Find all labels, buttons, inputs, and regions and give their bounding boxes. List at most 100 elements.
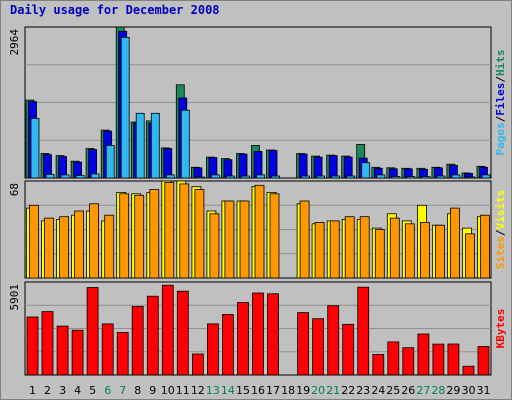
bar-kbytes-day-27 <box>417 333 430 376</box>
x-tick-label: 31 <box>477 384 491 397</box>
x-tick-label: 9 <box>149 384 156 397</box>
bar-kbytes-day-19 <box>297 312 310 376</box>
bar-kbytes-day-22 <box>342 323 355 376</box>
bar-sites-day-16 <box>254 184 265 279</box>
chart-title: Daily usage for December 2008 <box>10 3 220 17</box>
bar-sites-day-25 <box>389 217 400 279</box>
bar-pages-day-22 <box>346 175 356 179</box>
bar-sites-day-1 <box>29 204 39 279</box>
bar-kbytes-day-7 <box>116 331 129 376</box>
x-tick-label: 3 <box>59 384 66 397</box>
side-label-sites: Sites <box>494 236 507 269</box>
bar-kbytes-day-30 <box>462 365 475 376</box>
x-tick-label: 27 <box>416 384 430 397</box>
bar-pages-day-28 <box>436 175 446 179</box>
bar-kbytes-day-15 <box>237 302 249 376</box>
bar-sites-day-13 <box>209 213 220 279</box>
bar-kbytes-day-28 <box>432 343 445 376</box>
bar-kbytes-day-23 <box>357 286 370 376</box>
bar-pages-day-30 <box>466 176 476 179</box>
x-tick-label: 15 <box>236 384 250 397</box>
bar-sites-day-23 <box>359 216 370 279</box>
bar-kbytes-day-9 <box>146 295 159 376</box>
bar-pages-day-19 <box>301 175 311 179</box>
bar-files-day-12 <box>193 167 203 179</box>
bar-sites-day-4 <box>74 210 84 279</box>
bar-sites-day-24 <box>374 229 385 279</box>
bar-kbytes-day-10 <box>161 284 174 376</box>
x-tick-label: 17 <box>266 384 280 397</box>
bar-pages-day-27 <box>421 176 431 179</box>
bar-pages-day-6 <box>105 144 115 179</box>
bar-kbytes-day-25 <box>387 341 400 376</box>
bar-pages-day-13 <box>210 174 220 179</box>
bar-pages-day-21 <box>331 175 341 179</box>
bar-pages-day-25 <box>391 176 401 179</box>
bar-kbytes-day-21 <box>327 305 340 376</box>
bar-kbytes-day-16 <box>252 292 264 376</box>
bar-files-day-21 <box>328 155 338 179</box>
x-tick-label: 23 <box>356 384 370 397</box>
x-tick-label: 29 <box>446 384 460 397</box>
bar-sites-day-22 <box>344 216 355 279</box>
bar-sites-day-11 <box>179 183 190 279</box>
bar-sites-day-9 <box>149 189 160 279</box>
side-separator: / <box>494 229 507 236</box>
bar-kbytes-day-2 <box>41 311 54 376</box>
bar-sites-day-6 <box>104 214 115 279</box>
panel-max-label: 2964 <box>8 29 21 56</box>
bar-sites-day-3 <box>59 216 69 279</box>
x-tick-label: 2 <box>44 384 51 397</box>
bar-sites-day-28 <box>434 224 445 279</box>
bar-kbytes-day-1 <box>26 316 39 376</box>
bar-sites-day-19 <box>299 200 310 279</box>
bar-files-day-22 <box>343 156 353 179</box>
side-label-pages: Pages <box>494 122 507 155</box>
bar-pages-day-29 <box>451 174 461 179</box>
x-tick-label: 4 <box>74 384 81 397</box>
x-tick-label: 1 <box>29 384 36 397</box>
bar-pages-day-20 <box>316 175 326 179</box>
bar-pages-day-24 <box>376 174 386 179</box>
x-tick-label: 19 <box>296 384 310 397</box>
bar-sites-day-15 <box>239 200 250 279</box>
bar-files-day-19 <box>298 153 308 179</box>
bar-sites-day-26 <box>404 223 415 279</box>
x-tick-label: 28 <box>431 384 445 397</box>
bar-pages-day-17 <box>271 175 280 179</box>
bar-sites-day-12 <box>194 189 205 279</box>
bar-kbytes-day-12 <box>191 353 204 376</box>
x-tick-label: 18 <box>281 384 295 397</box>
side-label-hits: Hits <box>494 50 507 77</box>
panel-side-label: Sites/Visits <box>494 190 507 270</box>
bar-kbytes-day-26 <box>402 347 415 376</box>
bar-sites-day-14 <box>224 200 235 279</box>
x-tick-label: 12 <box>191 384 205 397</box>
side-separator: / <box>494 115 507 122</box>
bar-files-day-10 <box>163 148 173 179</box>
bar-sites-day-5 <box>89 203 99 279</box>
x-tick-label: 7 <box>119 384 126 397</box>
panel-side-label: Pages/Files/Hits <box>494 50 507 156</box>
bar-pages-day-2 <box>45 173 55 179</box>
bar-pages-day-15 <box>241 175 250 179</box>
bar-kbytes-day-3 <box>56 325 69 376</box>
bar-sites-day-8 <box>134 194 145 279</box>
x-tick-label: 24 <box>371 384 385 397</box>
bar-sites-day-31 <box>480 214 490 279</box>
x-tick-label: 26 <box>401 384 415 397</box>
bar-kbytes-day-8 <box>131 305 144 376</box>
bar-kbytes-day-31 <box>477 346 490 376</box>
panel-max-label: 68 <box>8 183 21 196</box>
bar-pages-day-3 <box>60 174 70 179</box>
bar-pages-day-1 <box>30 118 40 179</box>
bar-kbytes-day-24 <box>372 353 385 376</box>
x-tick-label: 14 <box>221 384 235 397</box>
bar-pages-day-12 <box>195 176 205 179</box>
x-tick-label: 8 <box>134 384 141 397</box>
bar-kbytes-day-13 <box>206 323 219 376</box>
bar-pages-day-14 <box>225 175 235 179</box>
bar-kbytes-day-6 <box>101 323 114 376</box>
